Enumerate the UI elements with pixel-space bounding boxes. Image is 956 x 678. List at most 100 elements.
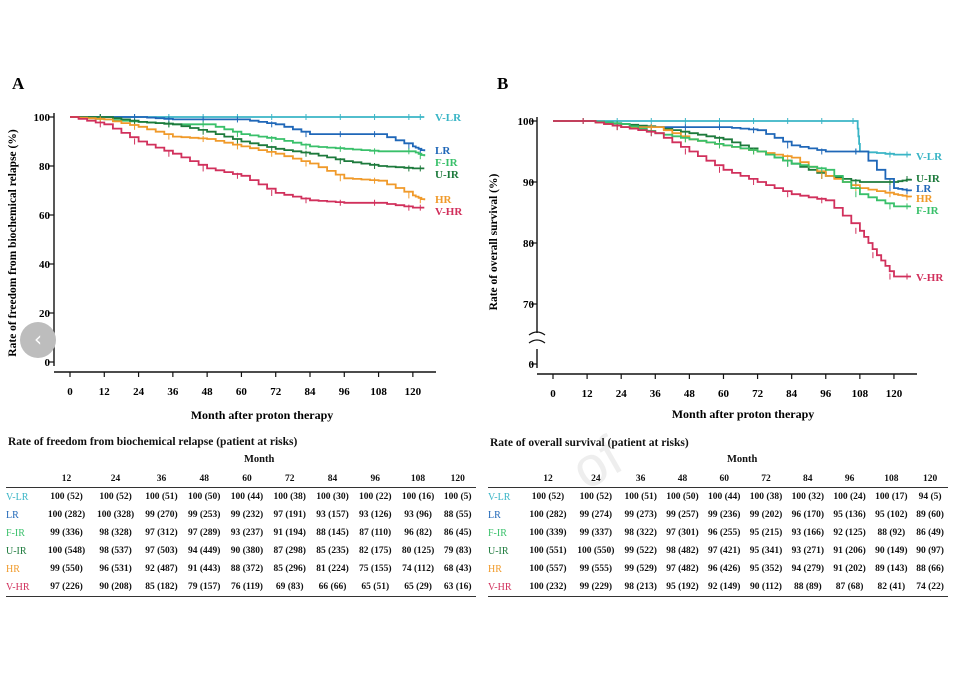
table-row: V-LR 100 (52) 100 (52) 100 (51) 100 (50) 100 … <box>488 487 948 506</box>
column-header: 48 <box>199 474 209 484</box>
chart-panel-a: A 0 20 40 60 80 100 0 12 24 36 48 60 72 84 96 108 120 Mont… <box>7 74 463 422</box>
table-cell: 93 (96) <box>404 510 432 520</box>
y-tick-label: 90 <box>523 177 535 189</box>
x-tick-label: 108 <box>370 386 387 398</box>
table-cell: 91 (206) <box>833 546 866 556</box>
table-cell: 100 (16) <box>396 487 440 506</box>
column-header: 48 <box>677 474 688 484</box>
table-cell: 100 (38) <box>745 487 787 506</box>
table-cell: 88 (55) <box>443 510 472 520</box>
x-tick-label: 48 <box>684 388 696 400</box>
column-header: 120 <box>450 474 465 484</box>
panel-letter: B <box>497 74 508 93</box>
row-label: V-HR <box>6 578 42 597</box>
table-row: LR 100 (282) 99 (274) 99 (273) 99 (257) 99 (2… <box>488 506 948 524</box>
table-cell: 90 (149) <box>875 546 908 556</box>
table-cell: 88 (372) <box>230 564 264 574</box>
table-row: F-IR 100 (339) 99 (337) 98 (322) 97 (301) 96 … <box>488 524 948 542</box>
table-cell: 65 (51) <box>353 578 397 597</box>
series-label-f-ir: F-IR <box>435 157 459 169</box>
table-cell: 100 (551) <box>529 546 567 556</box>
x-tick-label: 84 <box>786 388 798 400</box>
axis-break-mark <box>528 331 546 344</box>
table-a-month-label: Month <box>244 454 275 465</box>
y-tick-label: 80 <box>523 238 535 250</box>
table-cell: 100 (282) <box>47 510 86 520</box>
table-cell: 91 (202) <box>833 564 866 574</box>
table-cell: 100 (22) <box>353 487 397 506</box>
y-tick-label: 40 <box>39 259 51 271</box>
table-cell: 98 (482) <box>666 546 699 556</box>
column-header: 96 <box>844 474 855 484</box>
x-tick-label: 24 <box>616 388 628 400</box>
x-tick-label: 60 <box>718 388 730 400</box>
table-cell: 100 (44) <box>703 487 746 506</box>
row-label: F-IR <box>6 527 25 539</box>
column-header: 120 <box>923 474 938 484</box>
table-cell: 76 (119) <box>225 578 269 597</box>
x-tick-label: 0 <box>550 388 556 400</box>
y-tick-label: 100 <box>34 112 51 124</box>
series-label-v-hr: V-HR <box>916 272 944 284</box>
table-cell: 90 (112) <box>745 578 787 597</box>
y-axis-label: Rate of freedom from biochemical relapse… <box>7 129 19 357</box>
column-header: 72 <box>761 474 771 484</box>
table-cell: 100 (339) <box>529 528 567 538</box>
table-cell: 95 (192) <box>661 578 704 597</box>
table-cell: 92 (487) <box>145 564 178 574</box>
table-cell: 100 (548) <box>47 546 86 556</box>
x-tick-label: 72 <box>752 388 764 400</box>
table-cell: 99 (522) <box>624 546 657 556</box>
table-header-row: 12 24 36 48 60 72 84 96 108 120 <box>488 471 948 488</box>
column-header: 84 <box>803 474 813 484</box>
table-cell: 99 (550) <box>50 564 83 574</box>
table-cell: 100 (52) <box>42 487 92 506</box>
column-header: 84 <box>327 474 338 484</box>
table-cell: 97 (503) <box>145 546 178 556</box>
table-cell: 96 (531) <box>99 564 132 574</box>
table-cell: 100 (38) <box>268 487 312 506</box>
carousel-prev-button[interactable]: ‹ <box>20 322 56 358</box>
table-cell: 74 (112) <box>402 564 434 574</box>
table-cell: 87 (298) <box>273 546 306 556</box>
table-cell: 96 (255) <box>708 528 741 538</box>
table-cell: 100 (44) <box>225 487 269 506</box>
row-label: V-HR <box>488 578 524 597</box>
column-header: 108 <box>884 474 899 484</box>
table-cell: 99 (274) <box>579 510 613 520</box>
table-cell: 82 (175) <box>359 546 392 556</box>
chevron-left-icon: ‹ <box>34 327 42 351</box>
table-row: LR 100 (282) 100 (328) 99 (270) 99 (253) 99 (… <box>6 506 476 524</box>
table-cell: 97 (191) <box>273 510 306 520</box>
table-row: V-HR 97 (226) 90 (208) 85 (182) 79 (157) 76 (… <box>6 578 476 597</box>
column-header: 60 <box>242 474 252 484</box>
table-cell: 99 (229) <box>571 578 620 597</box>
series-line-v-hr <box>70 116 425 209</box>
table-cell: 100 (17) <box>870 487 913 506</box>
row-label: HR <box>488 563 502 575</box>
x-tick-label: 24 <box>133 386 145 398</box>
x-tick-label: 96 <box>820 388 832 400</box>
table-cell: 86 (45) <box>443 528 472 538</box>
table-cell: 90 (208) <box>91 578 141 597</box>
column-header: 12 <box>543 474 553 484</box>
table-cell: 85 (182) <box>140 578 183 597</box>
table-cell: 99 (232) <box>230 510 264 520</box>
table-cell: 87 (110) <box>359 528 392 538</box>
table-cell: 96 (170) <box>791 510 825 520</box>
y-tick-label: 80 <box>39 161 51 173</box>
table-cell: 100 (50) <box>182 487 226 506</box>
table-row: V-LR 100 (52) 100 (52) 100 (51) 100 (50) 100 … <box>6 487 476 506</box>
y-tick-label: 0 <box>45 357 51 369</box>
series-label-v-lr: V-LR <box>435 112 462 124</box>
x-tick-label: 12 <box>99 386 111 398</box>
table-cell: 63 (16) <box>439 578 476 597</box>
table-cell: 75 (155) <box>359 564 392 574</box>
row-label: V-LR <box>488 487 524 506</box>
table-cell: 88 (145) <box>316 528 349 538</box>
table-a-title: Rate of freedom from biochemical relapse… <box>8 436 298 448</box>
y-tick-label: 70 <box>523 299 535 311</box>
row-label: U-IR <box>6 545 27 557</box>
panel-letter: A <box>12 74 25 93</box>
row-label: V-LR <box>6 487 42 506</box>
